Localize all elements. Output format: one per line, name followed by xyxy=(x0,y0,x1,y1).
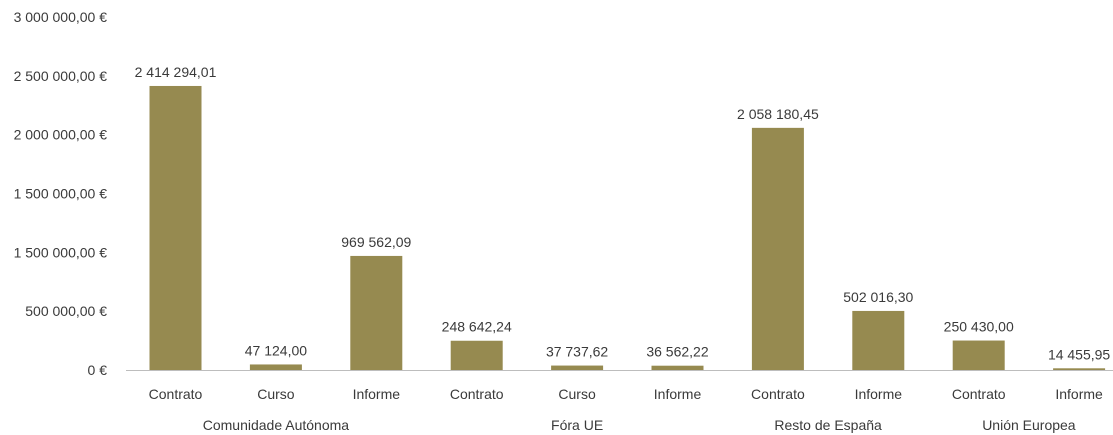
y-tick-label: 500 000,00 € xyxy=(25,303,107,319)
bar xyxy=(551,365,604,370)
bars: 2 414 294,01 47 124,00 969 562,09 248 642,2… xyxy=(135,64,1110,371)
x-category-label: Curso xyxy=(558,386,596,402)
bar xyxy=(450,340,503,370)
x-category-label: Informe xyxy=(654,386,702,402)
y-tick-label: 2 000 000,00 € xyxy=(14,127,108,143)
bar xyxy=(852,310,905,370)
y-tick-label: 0 € xyxy=(88,362,108,378)
y-tick-label: 1 500 000,00 € xyxy=(14,244,108,260)
x-category-label: Curso xyxy=(257,386,295,402)
x-category-label: Contrato xyxy=(149,386,203,402)
x-category-label: Informe xyxy=(1055,386,1103,402)
bar xyxy=(1053,368,1106,370)
x-category-label: Informe xyxy=(855,386,903,402)
bar-value-label: 47 124,00 xyxy=(245,342,307,358)
x-group-label: Unión Europea xyxy=(982,417,1076,433)
bar-value-label: 250 430,00 xyxy=(944,319,1014,335)
y-tick-label: 1 500 000,00 € xyxy=(14,186,108,202)
bar-value-label: 248 642,24 xyxy=(442,319,512,335)
bar xyxy=(651,365,704,370)
x-category-label: Informe xyxy=(353,386,401,402)
x-group-label: Resto de España xyxy=(774,417,882,433)
x-group-label: Fóra UE xyxy=(551,417,603,433)
bar-value-label: 14 455,95 xyxy=(1048,346,1110,362)
x-category-label: Contrato xyxy=(751,386,805,402)
bar xyxy=(751,127,804,371)
bar-value-label: 37 737,62 xyxy=(546,344,608,360)
x-category-label: Contrato xyxy=(952,386,1006,402)
bar-value-label: 2 058 180,45 xyxy=(737,106,819,122)
bar xyxy=(249,364,302,370)
x-group-label: Comunidade Autónoma xyxy=(203,417,350,433)
y-tick-label: 3 000 000,00 € xyxy=(14,9,108,25)
bar-value-label: 502 016,30 xyxy=(843,289,913,305)
y-axis: 0 € 500 000,00 € 1 500 000,00 € 1 500 000,0… xyxy=(14,9,108,378)
bar xyxy=(952,340,1005,370)
bar-value-label: 36 562,22 xyxy=(646,344,708,360)
bar xyxy=(149,85,202,371)
bar-value-label: 2 414 294,01 xyxy=(135,64,217,80)
bar xyxy=(350,255,403,370)
y-tick-label: 2 500 000,00 € xyxy=(14,68,108,84)
x-category-label: Contrato xyxy=(450,386,504,402)
bar-value-label: 969 562,09 xyxy=(341,234,411,250)
